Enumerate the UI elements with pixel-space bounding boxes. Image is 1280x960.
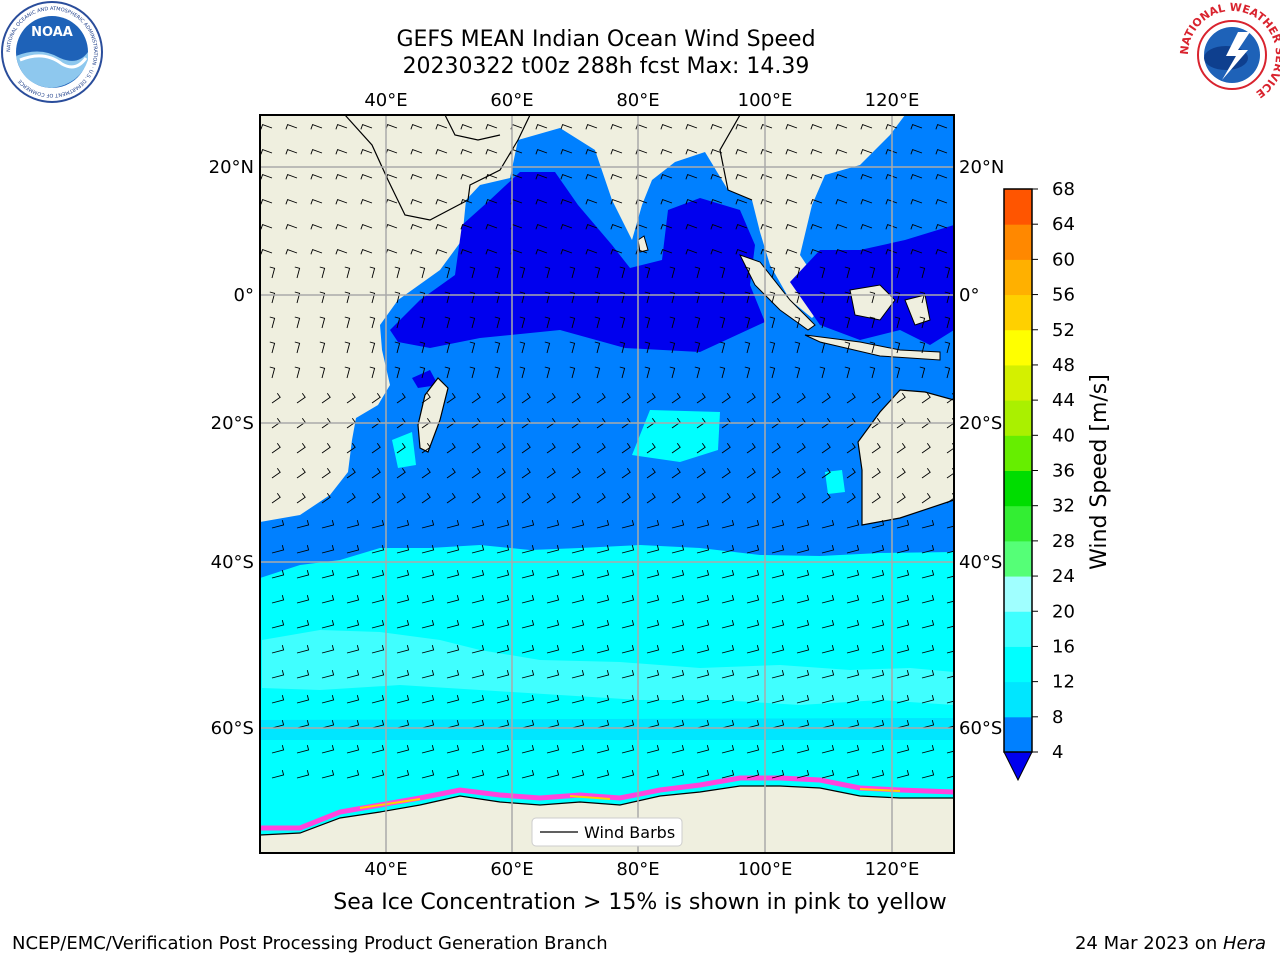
chart-title: GEFS MEAN Indian Ocean Wind Speed xyxy=(396,27,816,52)
colorbar-segment xyxy=(1004,400,1032,436)
lon-label-bottom-60e: 60°E xyxy=(490,859,533,880)
colorbar-tick-label: 52 xyxy=(1052,320,1075,341)
calm-wind-region-north xyxy=(390,172,765,352)
colorbar-segment xyxy=(1004,294,1032,331)
chart-subtitle: 20230322 t00z 288h fcst Max: 14.39 xyxy=(402,54,810,79)
colorbar-tick-label: 60 xyxy=(1052,249,1075,270)
date-text: 24 Mar 2023 on xyxy=(1074,933,1223,954)
colorbar-segment xyxy=(1004,576,1032,612)
land-arabia-coast xyxy=(344,115,531,221)
colorbar-label: Wind Speed [m/s] xyxy=(1087,374,1112,570)
colorbar-tick-label: 4 xyxy=(1052,742,1063,763)
lon-label-bottom-40e: 40°E xyxy=(364,859,407,880)
land-madagascar xyxy=(417,377,449,453)
very-strong-wind-band xyxy=(262,630,954,705)
lat-label-left-0: 0° xyxy=(234,285,254,306)
colorbar-segment xyxy=(1004,646,1032,683)
lon-label-top-120e: 120°E xyxy=(865,90,920,111)
wind-patch-madagascar xyxy=(392,432,416,468)
colorbar-extend-arrow xyxy=(1003,751,1033,782)
colorbar-segment xyxy=(1004,364,1032,401)
land-sri-lanka xyxy=(637,235,649,253)
colorbar-segment xyxy=(1004,716,1032,753)
land-gulf-coast xyxy=(444,115,501,141)
colorbar-segment xyxy=(1004,259,1032,296)
colorbar-tick-label: 40 xyxy=(1052,425,1075,446)
noaa-logo-text: NOAA xyxy=(31,25,73,40)
colorbar-segment xyxy=(1004,189,1032,225)
map-plot-area: Wind Barbs xyxy=(260,115,954,853)
colorbar-segment xyxy=(1004,224,1032,260)
lat-label-right-60s: 60°S xyxy=(959,718,1002,739)
machine-name: Hera xyxy=(1222,933,1266,954)
colorbar-segment xyxy=(1004,329,1032,366)
calm-wind-patch xyxy=(412,370,438,388)
noaa-logo: NOAA NATIONAL OCEANIC AND ATMOSPHERIC AD… xyxy=(1,1,103,103)
lat-label-left-40s: 40°S xyxy=(211,552,254,573)
map-frame xyxy=(259,114,955,854)
legend-label: Wind Barbs xyxy=(584,823,675,842)
lon-label-top-80e: 80°E xyxy=(616,90,659,111)
lat-label-right-20s: 20°S xyxy=(959,413,1002,434)
colorbar-tick-label: 20 xyxy=(1052,601,1075,622)
lat-label-left-20s: 20°S xyxy=(211,413,254,434)
lon-label-top-60e: 60°E xyxy=(490,90,533,111)
colorbar-tick-label: 32 xyxy=(1052,496,1075,517)
lat-label-right-20n: 20°N xyxy=(959,157,1004,178)
lat-label-left-20n: 20°N xyxy=(209,157,254,178)
lon-label-top-40e: 40°E xyxy=(364,90,407,111)
lat-label-right-0: 0° xyxy=(959,285,979,306)
colorbar-tick-label: 8 xyxy=(1052,707,1063,728)
colorbar-tick-label: 36 xyxy=(1052,461,1075,482)
sea-ice-high-concentration xyxy=(359,788,901,809)
colorbar-tick-label: 48 xyxy=(1052,355,1075,376)
colorbar-tick-label: 24 xyxy=(1052,566,1075,587)
wind-patch-small xyxy=(825,470,845,494)
lat-label-right-40s: 40°S xyxy=(959,552,1002,573)
colorbar-segment xyxy=(1004,540,1032,577)
colorbar-tick-label: 56 xyxy=(1052,285,1075,306)
colorbar-segment xyxy=(1004,681,1032,718)
wind-barb-legend: Wind Barbs xyxy=(531,817,683,847)
colorbar-segment xyxy=(1004,470,1032,507)
colorbar-tick-label: 68 xyxy=(1052,179,1075,200)
sea-ice-note: Sea Ice Concentration > 15% is shown in … xyxy=(333,890,947,915)
colorbar-segment xyxy=(1004,505,1032,542)
colorbar-tick-label: 64 xyxy=(1052,214,1075,235)
credit-text: NCEP/EMC/Verification Post Processing Pr… xyxy=(12,933,608,954)
date-stamp: 24 Mar 2023 on Hera xyxy=(1075,933,1266,954)
land-bay-coast xyxy=(719,115,753,201)
lon-label-bottom-120e: 120°E xyxy=(865,859,920,880)
lat-label-left-60s: 60°S xyxy=(211,718,254,739)
land-sulawesi xyxy=(904,294,931,326)
colorbar-segment xyxy=(1004,435,1032,471)
land-java xyxy=(804,334,941,361)
lon-label-bottom-80e: 80°E xyxy=(616,859,659,880)
colorbar-tick-label: 12 xyxy=(1052,672,1075,693)
nws-logo: NATIONAL WEATHER SERVICE xyxy=(1178,1,1280,107)
gridlines xyxy=(260,115,954,853)
lon-label-bottom-100e: 100°E xyxy=(738,859,793,880)
colorbar-tick-label: 16 xyxy=(1052,636,1075,657)
colorbar-tick-label: 44 xyxy=(1052,390,1075,411)
colorbar-segment xyxy=(1004,611,1032,647)
lon-label-top-100e: 100°E xyxy=(738,90,793,111)
wind-band-strip xyxy=(260,718,954,740)
colorbar-tick-label: 28 xyxy=(1052,531,1075,552)
